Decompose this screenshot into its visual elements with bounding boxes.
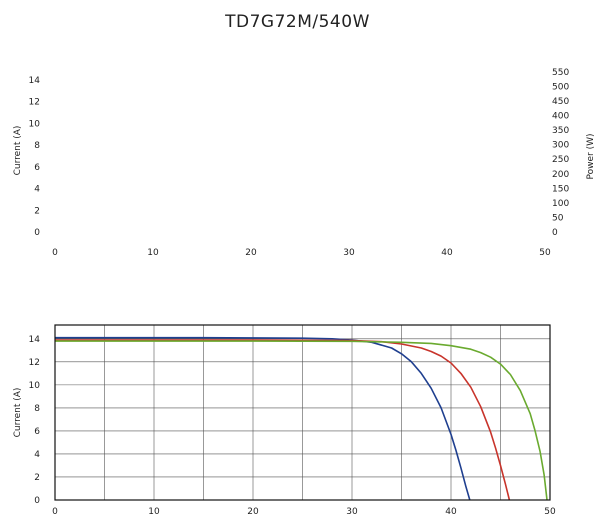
y-tick-label: 2: [34, 206, 40, 216]
x-tick-label: 20: [245, 248, 257, 258]
y-axis-label: Current (A): [13, 126, 23, 176]
y2-tick-label: 0: [552, 228, 558, 238]
y-tick-label: 0: [34, 228, 40, 238]
x-tick-label: 10: [148, 507, 160, 517]
y-tick-label: 14: [29, 76, 41, 86]
y-tick-label: 10: [29, 119, 41, 129]
y-tick-label: 4: [34, 450, 40, 460]
y-tick-label: 8: [34, 404, 40, 414]
y-tick-label: 6: [34, 427, 40, 437]
x-tick-label: 0: [52, 507, 58, 517]
y-tick-label: 8: [34, 141, 40, 151]
y-tick-label: 10: [29, 381, 41, 391]
plot-frame: [54, 324, 551, 501]
x-tick-label: 20: [247, 507, 259, 517]
y-tick-label: 14: [29, 335, 41, 345]
x-tick-label: 30: [346, 507, 358, 517]
y2-tick-label: 250: [552, 155, 569, 165]
chart-title: TD7G72M/540W: [225, 12, 370, 32]
y2-tick-label: 150: [552, 184, 569, 194]
x-tick-label: 10: [147, 248, 159, 258]
y2-tick-label: 550: [552, 68, 569, 78]
y-tick-label: 12: [29, 98, 40, 108]
x-tick-label: 40: [445, 507, 457, 517]
series-line-2: [55, 339, 511, 501]
y-tick-label: 6: [34, 163, 40, 173]
x-tick-label: 50: [539, 248, 551, 258]
y2-tick-label: 200: [552, 170, 569, 180]
x-tick-label: 30: [343, 248, 355, 258]
y2-tick-label: 400: [552, 112, 569, 122]
y-tick-label: 0: [34, 496, 40, 506]
y-tick-label: 4: [34, 185, 40, 195]
y2-tick-label: 50: [552, 213, 564, 223]
y2-tick-label: 350: [552, 126, 569, 136]
y2-axis-label: Power (W): [586, 134, 595, 180]
series-line-1: [55, 336, 471, 501]
y2-tick-label: 450: [552, 97, 569, 107]
y-tick-label: 12: [29, 358, 40, 368]
y-axis-label: Current (A): [13, 388, 23, 438]
x-tick-label: 0: [52, 248, 58, 258]
y2-tick-label: 500: [552, 82, 569, 92]
y2-tick-label: 300: [552, 141, 569, 151]
series-line-3: [55, 340, 548, 501]
y-tick-label: 2: [34, 473, 40, 483]
x-tick-label: 50: [544, 507, 556, 517]
x-tick-label: 40: [441, 248, 453, 258]
y2-tick-label: 100: [552, 199, 569, 209]
